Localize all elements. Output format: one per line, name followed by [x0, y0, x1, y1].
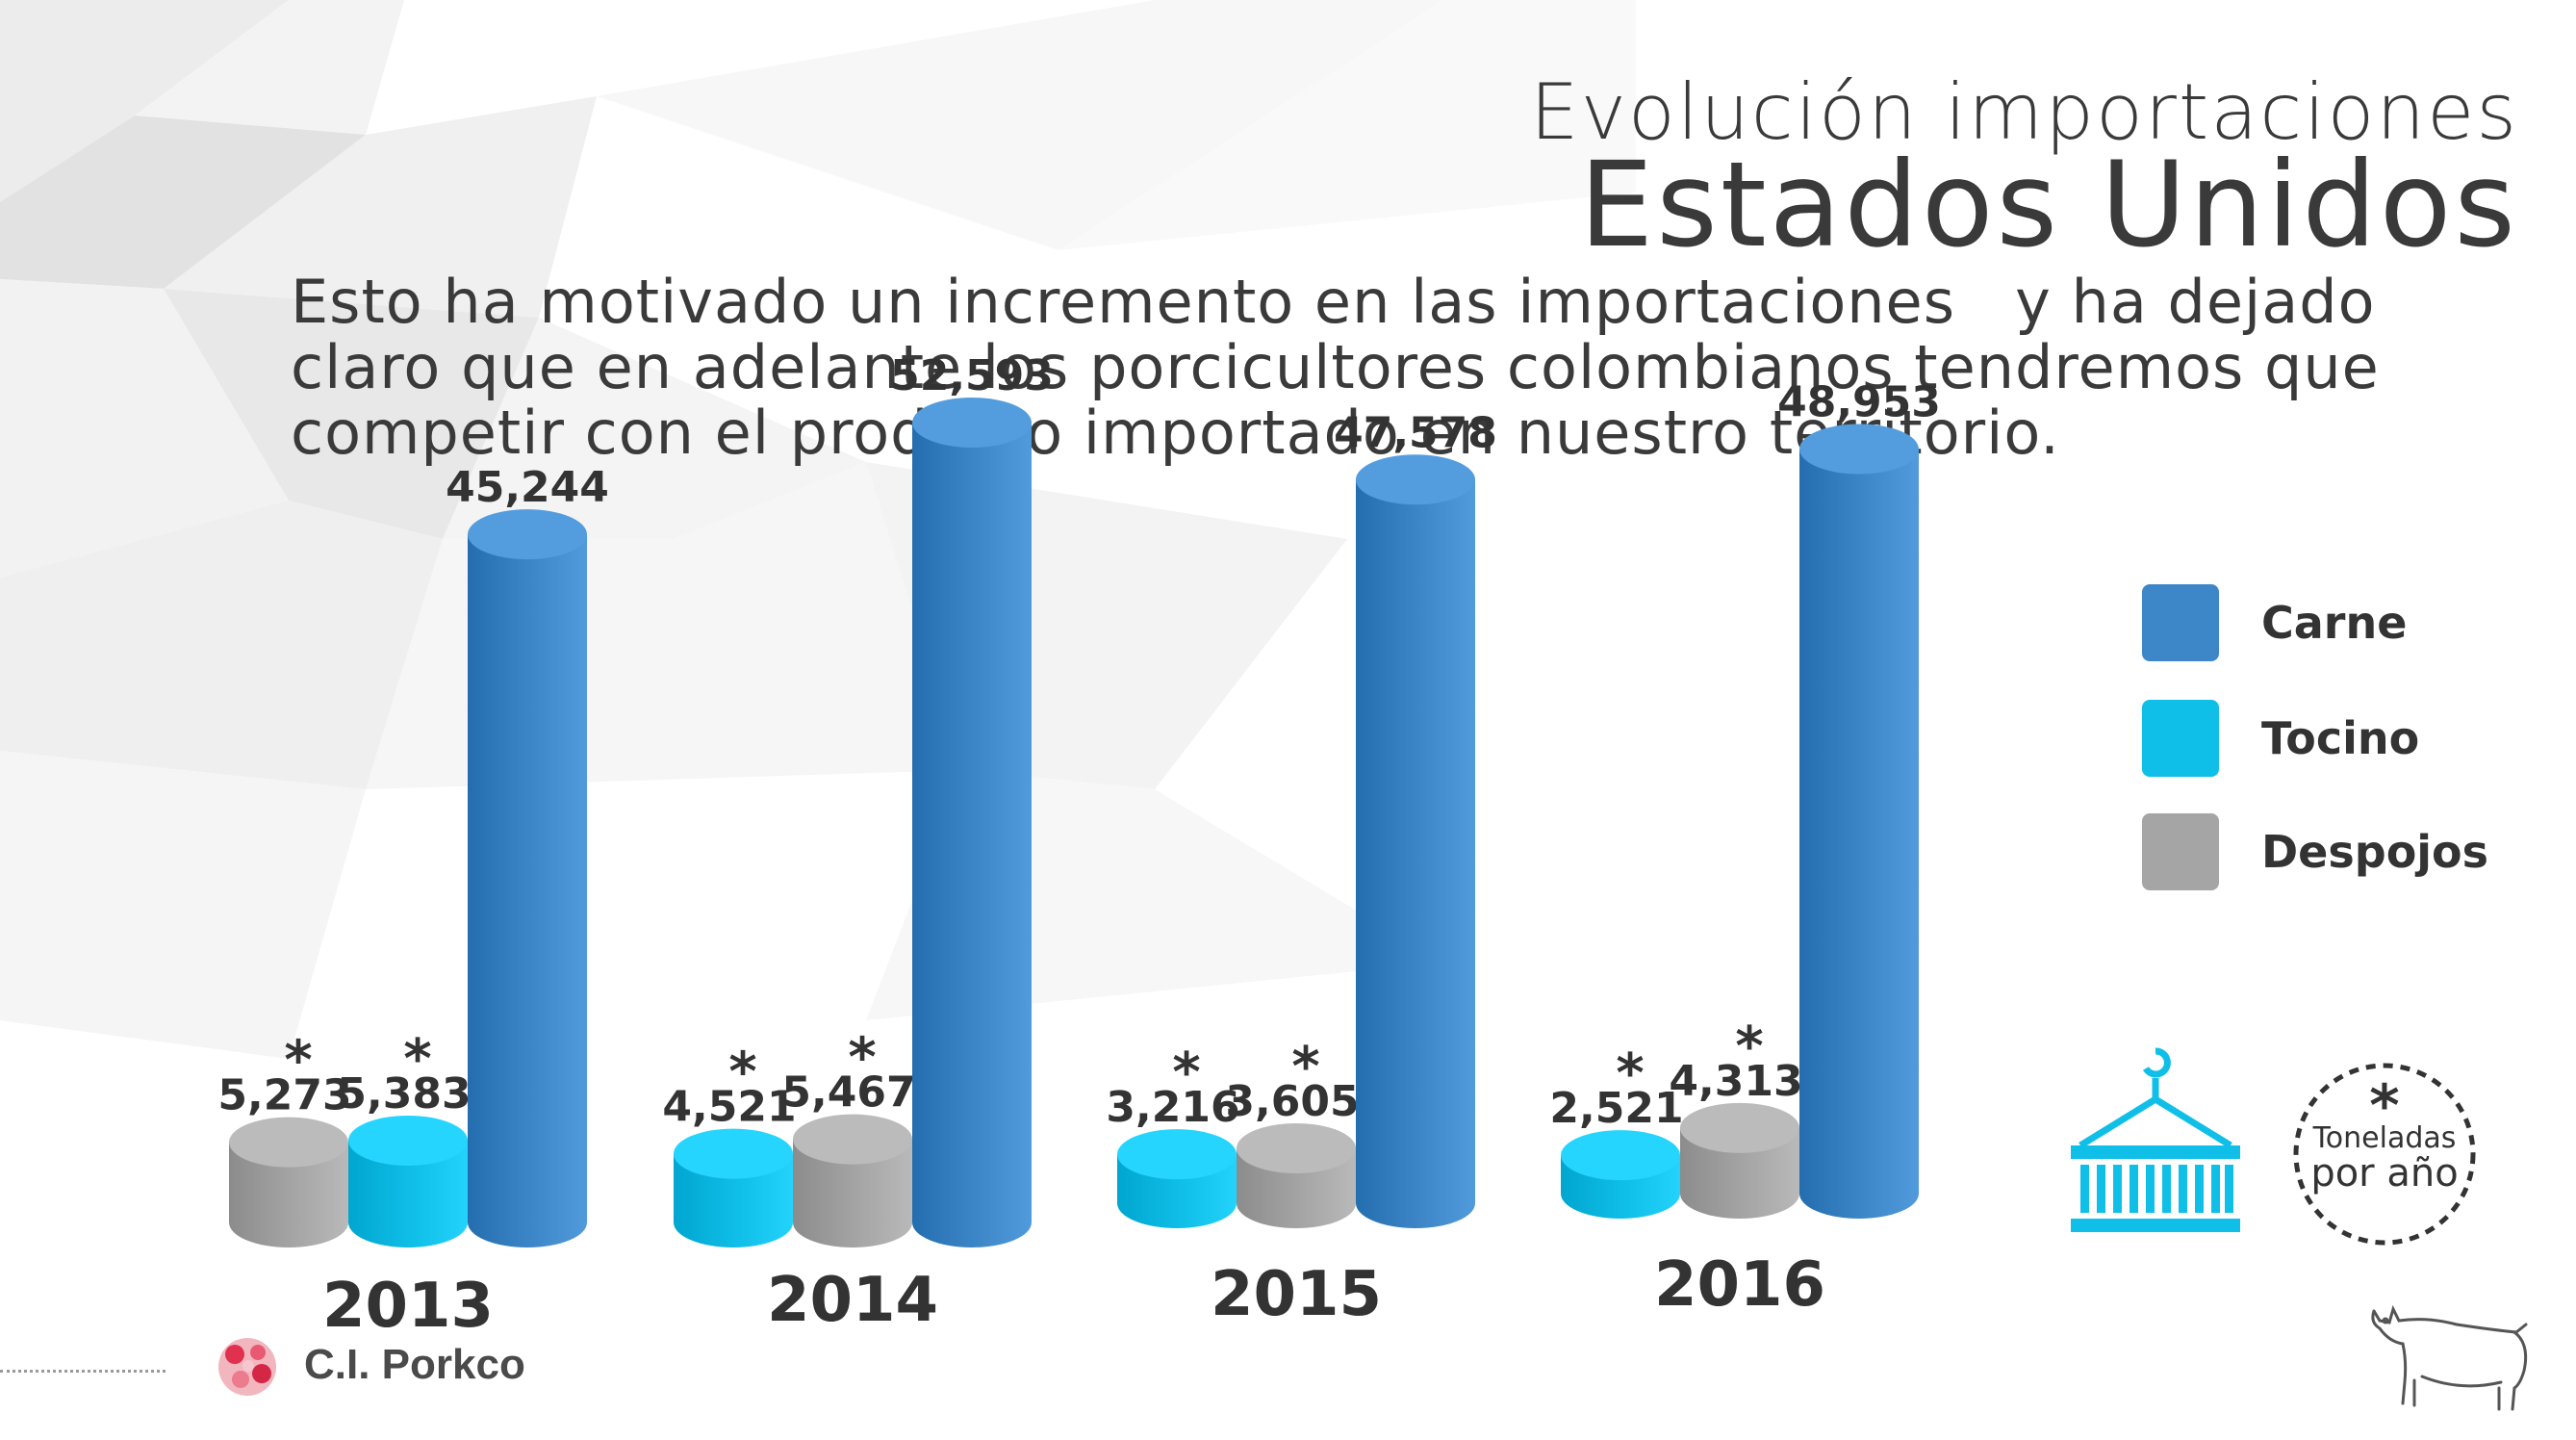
- value-label-2016-carne: 48,953: [1777, 378, 1941, 427]
- bar-2016-despojos-top: [1680, 1102, 1799, 1153]
- value-label-2015-carne: 47,578: [1334, 408, 1497, 457]
- title-line-1: Evolución importaciones: [1530, 67, 2518, 157]
- asterisk-mark-2015-despojos: *: [1291, 1036, 1319, 1098]
- bar-2014-despojos: [793, 1139, 912, 1247]
- value-label-2016-despojos: 4,313: [1669, 1057, 1802, 1106]
- bar-2013-tocino: [348, 1140, 468, 1247]
- body-line-1: Esto ha motivado un incremento en las im…: [291, 267, 2376, 337]
- legend-swatch-despojos: [2142, 813, 2219, 890]
- bar-2015-carne: [1356, 479, 1475, 1229]
- value-label-2013-carne: 45,244: [446, 463, 609, 512]
- bar-2014-tocino-top: [674, 1128, 793, 1179]
- value-label-2015-tocino: 3,216: [1106, 1083, 1239, 1132]
- bar-2013-despojos: [229, 1142, 348, 1247]
- bar-2013-despojos-top: [229, 1117, 348, 1168]
- brand-divider: [0, 1370, 166, 1373]
- porkco-logo-icon: [218, 1338, 276, 1396]
- legend-swatch-tocino: [2142, 700, 2219, 777]
- body-line-2: claro que en adelante los porcicultores …: [291, 332, 2380, 402]
- bar-2013-carne-top: [468, 509, 587, 560]
- legend-label-carne: Carne: [2261, 597, 2407, 649]
- bar-2016-carne: [1799, 449, 1919, 1219]
- bar-2016-tocino-top: [1561, 1130, 1680, 1181]
- x-tick-label-2015: 2015: [1211, 1259, 1382, 1330]
- bar-2014-carne-top: [912, 398, 1032, 449]
- x-tick-label-2016: 2016: [1654, 1249, 1825, 1321]
- asterisk-mark-2015-tocino: *: [1172, 1041, 1200, 1104]
- asterisk-mark-2014-despojos: *: [848, 1027, 876, 1090]
- toneladas-note-badge: * Toneladas por año: [2293, 1063, 2476, 1246]
- bar-2014-despojos-top: [793, 1114, 912, 1165]
- bar-2016-carne-top: [1799, 424, 1919, 475]
- shipping-container-icon: [2071, 1047, 2240, 1232]
- body-line-3: competir con el producto importado en nu…: [291, 398, 2060, 468]
- title-line-2: Estados Unidos: [1579, 137, 2518, 273]
- body-paragraph: Esto ha motivado un incremento en las im…: [291, 270, 2408, 466]
- asterisk-mark-2013-tocino: *: [403, 1028, 431, 1091]
- pig-illustration: [2371, 1304, 2528, 1411]
- value-label-2013-despojos: 5,273: [217, 1071, 351, 1120]
- value-label-2014-carne: 52,593: [890, 351, 1054, 400]
- bar-2015-carne-top: [1356, 454, 1475, 505]
- bar-2014-carne: [912, 423, 1032, 1247]
- legend-label-tocino: Tocino: [2261, 712, 2419, 764]
- value-label-2013-tocino: 5,383: [337, 1069, 471, 1119]
- x-tick-label-2013: 2013: [322, 1271, 494, 1342]
- note-line-2: por año: [2310, 1151, 2458, 1196]
- value-label-2015-despojos: 3,605: [1225, 1077, 1359, 1126]
- bar-2016-despojos: [1680, 1127, 1799, 1219]
- bar-2013-tocino-top: [348, 1115, 468, 1166]
- note-asterisk: *: [2369, 1072, 2399, 1140]
- note-line-1: Toneladas: [2312, 1121, 2457, 1155]
- bar-2014-tocino: [674, 1153, 793, 1247]
- bar-2015-despojos-top: [1237, 1123, 1356, 1174]
- legend-swatch-carne: [2142, 584, 2219, 661]
- value-label-2014-despojos: 5,467: [781, 1068, 915, 1118]
- bar-2015-tocino-top: [1117, 1129, 1237, 1180]
- legend-label-despojos: Despojos: [2261, 826, 2488, 878]
- asterisk-mark-2016-tocino: *: [1616, 1042, 1644, 1105]
- x-tick-label-2014: 2014: [767, 1265, 938, 1336]
- asterisk-mark-2014-tocino: *: [728, 1041, 756, 1104]
- value-label-2014-tocino: 4,521: [662, 1083, 796, 1132]
- asterisk-mark-2013-despojos: *: [284, 1030, 312, 1093]
- bar-2013-carne: [468, 534, 587, 1247]
- asterisk-mark-2016-despojos: *: [1735, 1016, 1763, 1078]
- value-label-2016-tocino: 2,521: [1549, 1084, 1683, 1133]
- brand-name: C.I. Porkco: [304, 1341, 525, 1388]
